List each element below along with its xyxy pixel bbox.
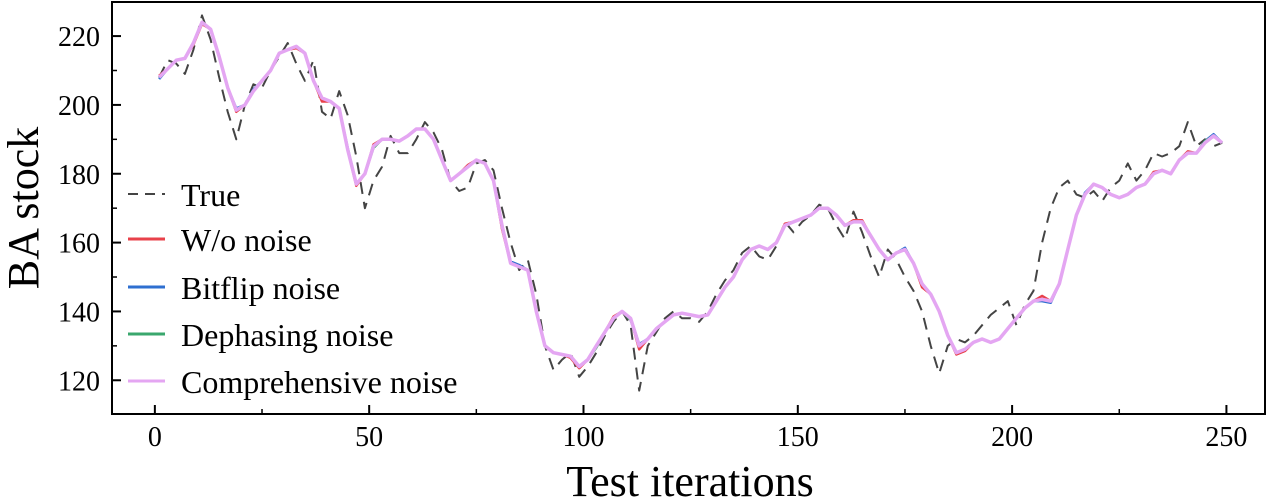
x-tick-label: 200	[991, 422, 1033, 453]
legend-label: Comprehensive noise	[181, 364, 457, 400]
ticks-layer: 0 50 100 150 200 250 120 140 160 180 200 220	[58, 22, 1247, 453]
legend-entry: Comprehensive noise	[128, 364, 457, 400]
legend-label: Dephasing noise	[181, 317, 393, 353]
y-tick-label: 120	[58, 366, 100, 397]
series-layer	[157, 14, 1224, 392]
x-tick-label: 50	[355, 422, 383, 453]
y-axis-label: BA stock	[0, 127, 48, 290]
legend-entry: True	[128, 177, 240, 213]
x-tick-label: 250	[1205, 422, 1247, 453]
series-line-comprehensive-noise	[157, 20, 1224, 369]
y-tick-label: 160	[58, 229, 100, 260]
y-tick-label: 200	[58, 91, 100, 122]
legend: True W/o noise Bitflip noise Dephasing nois…	[128, 177, 457, 400]
legend-entry: Bitflip noise	[128, 270, 340, 306]
legend-label: Bitflip noise	[181, 270, 340, 306]
legend-label: True	[181, 177, 240, 213]
legend-label: W/o noise	[181, 222, 312, 258]
x-tick-label: 100	[562, 422, 604, 453]
x-tick-label: 0	[148, 422, 162, 453]
legend-entry: W/o noise	[128, 222, 312, 258]
series-line-true	[158, 14, 1223, 392]
y-tick-label: 140	[58, 297, 100, 328]
y-tick-label: 180	[58, 160, 100, 191]
x-tick-label: 150	[777, 422, 819, 453]
y-tick-label: 220	[58, 22, 100, 53]
x-axis-label: Test iterations	[566, 457, 813, 504]
legend-entry: Dephasing noise	[128, 317, 393, 353]
